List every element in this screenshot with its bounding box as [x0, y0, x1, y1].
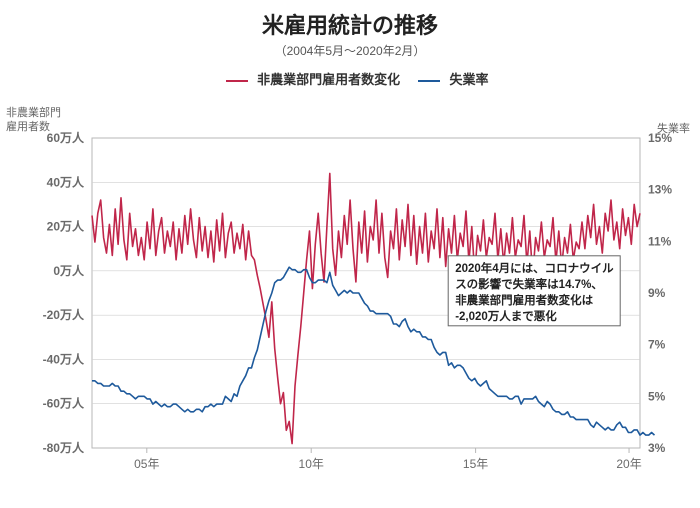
- chart-subtitle: （2004年5月～2020年2月）: [0, 42, 700, 59]
- svg-text:-40万人: -40万人: [43, 351, 85, 366]
- chart-container: 米雇用統計の推移 （2004年5月～2020年2月） 非農業部門雇用者数変化 失…: [0, 8, 700, 508]
- svg-text:15年: 15年: [463, 457, 488, 471]
- legend: 非農業部門雇用者数変化 失業率: [0, 69, 700, 88]
- svg-text:-60万人: -60万人: [43, 396, 85, 411]
- svg-text:15%: 15%: [648, 131, 672, 145]
- legend-swatch-payrolls: [226, 80, 248, 82]
- svg-text:3%: 3%: [648, 441, 666, 455]
- svg-text:7%: 7%: [648, 338, 666, 352]
- svg-text:0万人: 0万人: [53, 263, 85, 278]
- annotation-line: -2,020万人まで悪化: [455, 309, 557, 323]
- svg-text:40万人: 40万人: [47, 174, 85, 189]
- annotation-line: スの影響で失業率は14.7%、: [455, 277, 603, 291]
- svg-text:-80万人: -80万人: [43, 440, 85, 455]
- legend-label-unemployment: 失業率: [449, 72, 488, 87]
- svg-text:60万人: 60万人: [47, 130, 85, 145]
- svg-text:9%: 9%: [648, 286, 666, 300]
- svg-text:13%: 13%: [648, 183, 672, 197]
- legend-swatch-unemployment: [418, 80, 440, 82]
- svg-text:20年: 20年: [616, 457, 641, 471]
- annotation-line: 2020年4月には、コロナウイル: [455, 261, 614, 275]
- svg-text:05年: 05年: [134, 457, 159, 471]
- svg-text:11%: 11%: [648, 234, 672, 248]
- svg-text:10年: 10年: [299, 457, 324, 471]
- svg-text:5%: 5%: [648, 389, 666, 403]
- svg-text:20万人: 20万人: [47, 219, 85, 234]
- annotation-line: 非農業部門雇用者数変化は: [455, 293, 593, 307]
- chart-title: 米雇用統計の推移: [0, 8, 700, 40]
- chart-plot: -80万人 -60万人 -40万人 -20万人 0万人 20万人 40万人 60万人 3% 5% 7…: [0, 128, 700, 498]
- legend-label-payrolls: 非農業部門雇用者数変化: [257, 72, 400, 87]
- svg-text:-20万人: -20万人: [43, 307, 85, 322]
